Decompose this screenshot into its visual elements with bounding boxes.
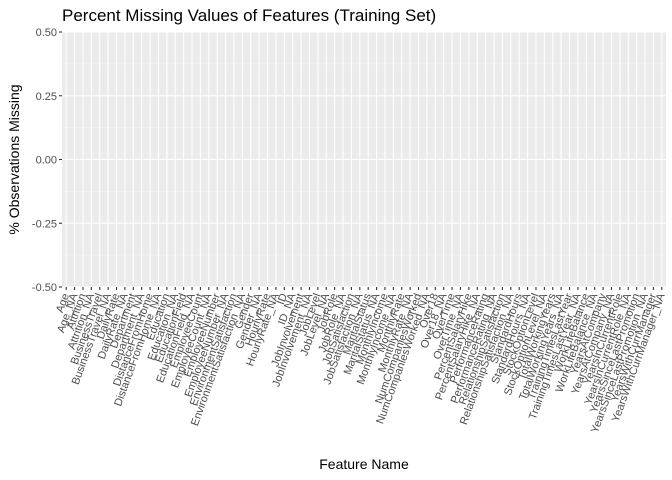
- x-axis: AgeAge_NAAttritionAttrition_NABusinessTr…: [54, 287, 668, 435]
- y-tick-label: 0.25: [36, 91, 57, 103]
- x-tick-label: ID: [275, 292, 290, 306]
- chart-title: Percent Missing Values of Features (Trai…: [62, 6, 436, 25]
- y-tick-label: 0.50: [36, 27, 57, 39]
- x-axis-title: Feature Name: [319, 456, 409, 472]
- minor-gridlines: [62, 63, 666, 256]
- y-tick-label: -0.50: [32, 282, 57, 294]
- y-tick-label: 0.00: [36, 155, 57, 167]
- major-gridlines: [62, 31, 666, 288]
- y-axis: -0.50 -0.25 0.00 0.25 0.50: [32, 27, 62, 294]
- y-axis-title: % Observations Missing: [6, 84, 22, 234]
- y-tick-label: -0.25: [32, 218, 57, 230]
